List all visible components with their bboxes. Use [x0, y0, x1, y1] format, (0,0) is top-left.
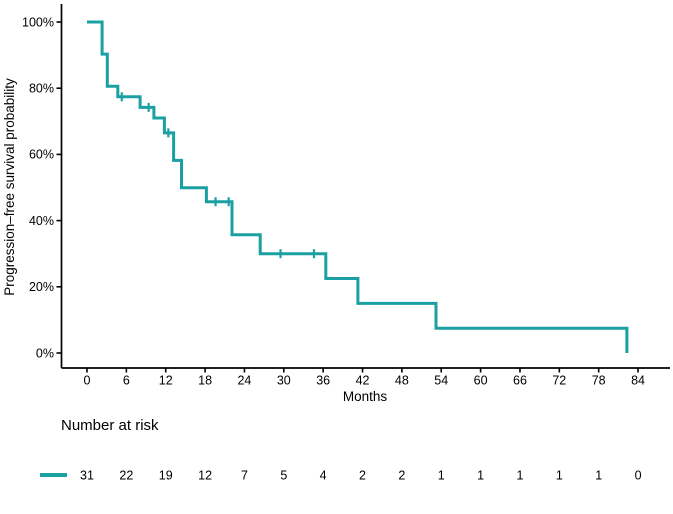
x-tick-label: 6 [123, 374, 130, 388]
y-tick-label: 40% [29, 214, 54, 228]
censor-marks [117, 92, 319, 259]
risk-count-value: 5 [280, 469, 287, 483]
risk-count-value: 12 [198, 469, 212, 483]
x-tick-label: 84 [631, 374, 645, 388]
risk-count-value: 2 [359, 469, 366, 483]
x-axis-ticks: 0 6 12 18 24 30 36 42 48 54 60 66 72 78 84 [84, 368, 645, 388]
y-tick-label: 100% [22, 15, 54, 29]
x-tick-label: 18 [198, 374, 212, 388]
risk-count-value: 19 [159, 469, 173, 483]
x-tick-label: 0 [84, 374, 91, 388]
risk-count-value: 1 [438, 469, 445, 483]
risk-count-value: 1 [477, 469, 484, 483]
x-tick-label: 66 [513, 374, 527, 388]
risk-count-value: 4 [320, 469, 327, 483]
risk-count-value: 1 [595, 469, 602, 483]
x-tick-label: 78 [592, 374, 606, 388]
plot-panel: 0% 20% 40% 60% 80% 100% 0 6 12 18 24 30 36 42 48 54 60 6… [2, 4, 670, 404]
x-tick-label: 30 [277, 374, 291, 388]
y-tick-label: 80% [29, 82, 54, 96]
y-tick-label: 60% [29, 148, 54, 162]
risk-count-value: 7 [241, 469, 248, 483]
risk-count-value: 1 [556, 469, 563, 483]
y-tick-label: 0% [36, 346, 54, 360]
risk-count-value: 2 [398, 469, 405, 483]
x-tick-label: 48 [395, 374, 409, 388]
risk-group-color-key-icon [40, 473, 67, 477]
x-tick-label: 42 [356, 374, 370, 388]
x-tick-label: 72 [552, 374, 566, 388]
risk-count-value: 0 [635, 469, 642, 483]
y-axis-title: Progression–free survival probability [2, 78, 17, 296]
x-tick-label: 12 [159, 374, 173, 388]
risk-count-value: 1 [516, 469, 523, 483]
x-axis-title: Months [343, 389, 388, 404]
x-tick-label: 60 [474, 374, 488, 388]
y-axis-ticks: 0% 20% 40% 60% 80% 100% [22, 15, 62, 360]
x-tick-label: 36 [316, 374, 330, 388]
risk-counts-row: 31 22 19 12 7 5 4 2 2 1 1 1 1 1 0 [80, 469, 642, 483]
risk-count-value: 31 [80, 469, 94, 483]
x-tick-label: 24 [237, 374, 251, 388]
survival-curve [87, 20, 629, 353]
risk-count-value: 22 [119, 469, 133, 483]
risk-table-header: Number at risk [61, 417, 159, 434]
y-tick-label: 20% [29, 280, 54, 294]
x-tick-label: 54 [434, 374, 448, 388]
risk-table: Number at risk 31 22 19 12 7 5 4 2 2 1 1 1 1 1 0 [40, 417, 642, 483]
